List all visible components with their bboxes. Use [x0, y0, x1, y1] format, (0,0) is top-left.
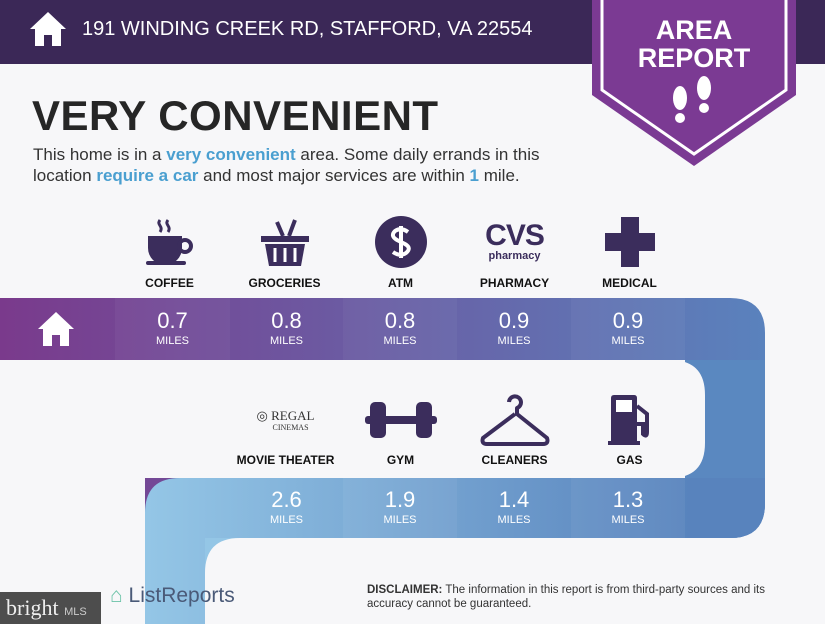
intro-text: This home is in a very convenient area. …: [33, 145, 540, 185]
label-coffee: COFFEE: [145, 276, 194, 290]
grocery-basket-icon: [227, 216, 342, 273]
label-atm: ATM: [387, 276, 414, 290]
label-gym: GYM: [386, 453, 415, 467]
dumbbell-icon: [343, 398, 458, 447]
label-groceries: GROCERIES: [248, 276, 321, 290]
distance-cleaners: 1.4 MILES: [497, 487, 531, 527]
listreports-logo: ⌂ ListReports: [110, 584, 235, 607]
disclaimer: DISCLAIMER: The information in this repo…: [367, 584, 765, 610]
distance-movie-theater: 2.6 MILES: [269, 487, 303, 527]
gas-pump-icon: [573, 394, 688, 451]
label-medical: MEDICAL: [602, 276, 657, 290]
footprints-icon: [673, 76, 711, 123]
label-pharmacy: PHARMACY: [479, 276, 550, 290]
distance-coffee: 0.7 MILES: [115, 298, 230, 360]
badge-line2: REPORT: [637, 43, 751, 73]
bright-mls-watermark: bright MLS: [0, 592, 101, 624]
distance-pharmacy: 0.9 MILES: [497, 308, 531, 348]
home-icon: [38, 312, 74, 346]
regal-cinemas-logo: ◎ REGAL CINEMAS: [256, 408, 315, 432]
coffee-cup-icon: [112, 218, 227, 271]
distance-gas: 1.3 MILES: [571, 477, 685, 539]
page-title: VERY CONVENIENT: [32, 92, 439, 139]
area-report-badge: AREA REPORT: [592, 0, 796, 166]
medical-cross-icon: [572, 216, 687, 273]
distance-gym: 1.9 MILES: [343, 477, 457, 539]
distance-medical: 0.9 MILES: [571, 298, 685, 360]
cvs-pharmacy-logo: CVS pharmacy: [485, 219, 545, 263]
home-icon: [30, 12, 66, 46]
distance-atm: 0.8 MILES: [343, 298, 457, 360]
property-address: 191 WINDING CREEK RD, STAFFORD, VA 22554: [82, 18, 533, 40]
badge-line1: AREA: [655, 15, 733, 45]
label-gas: GAS: [616, 453, 643, 467]
dollar-icon: [343, 215, 458, 274]
hanger-icon: [457, 394, 572, 453]
label-movie-theater: MOVIE THEATER: [236, 453, 335, 467]
distance-groceries: 0.8 MILES: [269, 308, 303, 348]
label-cleaners: CLEANERS: [481, 453, 548, 467]
listreports-house-icon: ⌂: [110, 584, 123, 607]
